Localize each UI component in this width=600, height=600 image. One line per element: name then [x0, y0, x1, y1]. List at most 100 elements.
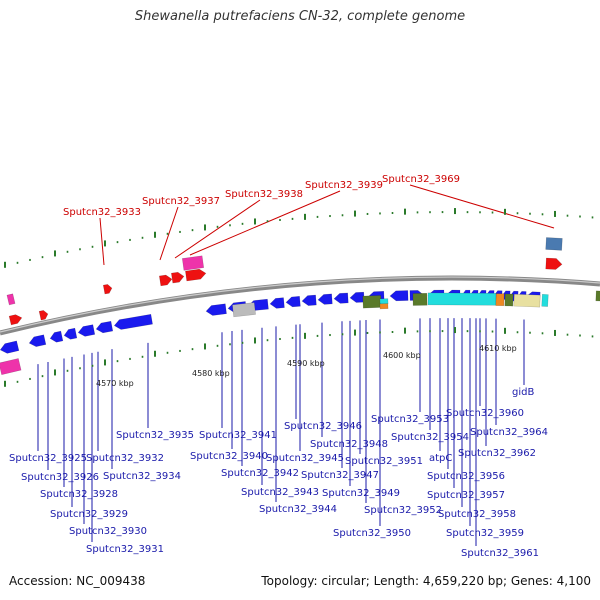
major-tick	[354, 329, 356, 336]
bottom-gene-label: Sputcn32_3959	[446, 528, 524, 539]
major-tick	[304, 213, 306, 220]
top-leader-line	[159, 206, 179, 261]
minor-tick	[41, 256, 44, 259]
minor-tick	[266, 220, 269, 223]
bottom-gene-label: Sputcn32_3962	[458, 448, 536, 459]
bottom-gene-label: Sputcn32_3953	[371, 414, 449, 425]
pink-feature	[181, 255, 205, 271]
bottom-gene-label: atpC	[429, 453, 452, 464]
minor-tick	[479, 211, 481, 214]
bottom-gene-label: Sputcn32_3952	[364, 505, 442, 516]
minor-tick	[66, 369, 69, 372]
rna-arrow	[102, 284, 113, 295]
minor-tick	[279, 337, 281, 340]
top-leader-line	[174, 199, 261, 259]
kbp-label: 4580 kbp	[192, 369, 230, 378]
olive-feature	[412, 292, 428, 306]
reverse-cds-arrow	[205, 303, 227, 316]
reverse-cds-arrow	[49, 330, 64, 343]
bottom-gene-label: Sputcn32_3961	[461, 548, 539, 559]
minor-tick	[166, 351, 169, 354]
minor-tick	[116, 241, 119, 244]
reverse-cds-arrow	[285, 295, 301, 308]
scale-ticks	[4, 208, 594, 387]
bottom-gene-label: Sputcn32_3928	[40, 489, 118, 500]
minor-tick	[129, 238, 131, 241]
minor-tick	[191, 348, 194, 351]
top-leader-line	[409, 184, 555, 229]
minor-tick	[566, 333, 569, 336]
reverse-cds-arrow	[317, 293, 333, 305]
minor-tick	[516, 212, 519, 215]
bottom-gene-label: Sputcn32_3943	[241, 487, 319, 498]
bottom-gene-label: Sputcn32_3949	[322, 488, 400, 499]
top-gene-label: Sputcn32_3938	[225, 189, 303, 200]
minor-tick	[366, 212, 369, 215]
bottom-gene-label: Sputcn32_3947	[301, 470, 379, 481]
bottom-gene-label: Sputcn32_3926	[21, 472, 99, 483]
kbp-label: 4570 kbp	[96, 379, 134, 388]
reverse-cds-arrow	[113, 313, 153, 330]
reverse-cds-arrow	[77, 324, 96, 337]
kbp-scale-labels: 4570 kbp 4580 kbp 4590 kbp 4600 kbp 4610 kbp	[96, 344, 517, 388]
minor-tick	[316, 215, 319, 218]
top-leader-line	[99, 217, 105, 266]
top-gene-label: Sputcn32_3969	[382, 174, 460, 185]
top-leader-line	[189, 190, 341, 256]
bottom-gene-label: gidB	[512, 387, 534, 398]
minor-tick	[416, 330, 419, 333]
bottom-gene-label: Sputcn32_3956	[427, 471, 505, 482]
minor-tick	[491, 211, 494, 214]
reverse-cds-arrow	[0, 340, 20, 354]
bottom-gene-label: Sputcn32_3934	[103, 471, 181, 482]
minor-tick	[191, 229, 194, 232]
minor-tick	[216, 225, 219, 228]
major-tick	[504, 327, 506, 334]
cyan-feature	[541, 294, 549, 307]
minor-tick	[116, 360, 119, 363]
reverse-cds-arrow	[333, 292, 349, 304]
minor-tick	[479, 330, 481, 333]
minor-tick	[466, 330, 469, 333]
minor-tick	[329, 215, 331, 218]
minor-tick	[341, 333, 344, 336]
minor-tick	[429, 211, 431, 214]
minor-tick	[179, 349, 181, 352]
bottom-gene-label: Sputcn32_3951	[345, 456, 423, 467]
minor-tick	[129, 357, 131, 360]
rna-arrow	[38, 310, 49, 321]
major-tick	[154, 350, 156, 357]
top-gene-labels: Sputcn32_3933Sputcn32_3937Sputcn32_3938S…	[63, 174, 460, 218]
minor-tick	[441, 330, 444, 333]
minor-tick	[141, 355, 144, 358]
minor-tick	[466, 211, 469, 214]
bottom-gene-label: Sputcn32_3931	[86, 544, 164, 555]
reverse-cds-arrow	[95, 320, 114, 334]
minor-tick	[266, 339, 269, 342]
bottom-gene-label: Sputcn32_3950	[333, 528, 411, 539]
bottom-gene-labels: Sputcn32_3925 Sputcn32_3926 Sputcn32_3928 S…	[9, 387, 548, 559]
kbp-label: 4610 kbp	[479, 344, 517, 353]
orange-feature	[379, 303, 389, 310]
minor-tick	[391, 212, 394, 215]
minor-tick	[41, 375, 44, 378]
major-tick	[54, 369, 56, 376]
steel-feature	[545, 237, 563, 251]
gene-features	[0, 237, 600, 376]
minor-tick	[579, 334, 581, 337]
minor-tick	[491, 330, 494, 333]
reverse-cds-arrow	[349, 291, 365, 303]
bottom-gene-label: Sputcn32_3958	[438, 509, 516, 520]
minor-tick	[416, 211, 419, 214]
reverse-cds-arrow	[301, 294, 317, 306]
backbone-curve	[0, 275, 600, 336]
minor-tick	[29, 258, 31, 261]
minor-tick	[316, 334, 319, 337]
reverse-cds-arrow	[28, 334, 47, 347]
major-tick	[454, 208, 456, 215]
olive-feature	[504, 293, 514, 307]
minor-tick	[516, 331, 519, 334]
minor-tick	[529, 212, 531, 215]
